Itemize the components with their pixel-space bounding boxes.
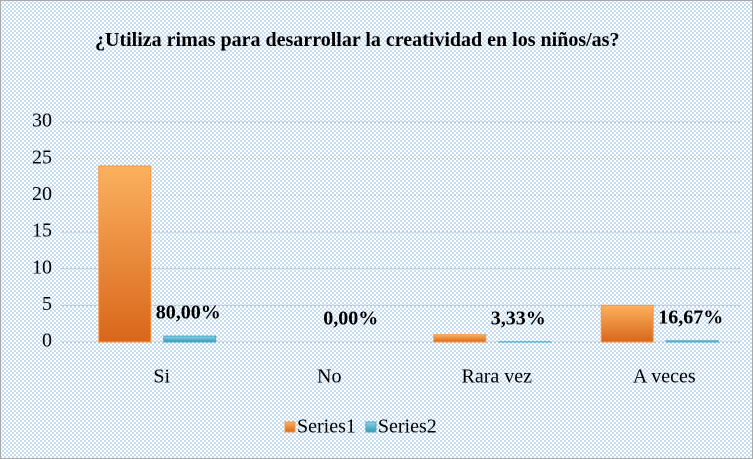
chart-title: ¿Utiliza rimas para desarrollar la creat… xyxy=(95,29,620,51)
legend-swatch xyxy=(365,421,377,433)
data-label: 0,00% xyxy=(323,308,378,330)
y-tick-label: 5 xyxy=(42,293,52,315)
bar xyxy=(163,335,217,343)
data-label: 16,67% xyxy=(658,306,723,328)
legend-swatch xyxy=(284,421,296,433)
data-label: 80,00% xyxy=(156,302,221,324)
bar xyxy=(600,304,654,343)
y-tick-label: 10 xyxy=(32,256,52,278)
y-tick-label: 0 xyxy=(42,330,52,352)
x-tick-label: No xyxy=(317,366,341,388)
y-tick-label: 30 xyxy=(32,110,52,132)
legend-label: Series1 xyxy=(297,416,356,438)
x-tick-label: A veces xyxy=(633,366,696,388)
y-tick-label: 25 xyxy=(32,146,52,168)
y-tick-label: 15 xyxy=(32,220,52,242)
bar xyxy=(433,334,487,343)
bar xyxy=(665,340,719,343)
x-tick-label: Si xyxy=(153,366,170,388)
x-tick-label: Rara vez xyxy=(461,366,532,388)
y-tick-label: 20 xyxy=(32,183,52,205)
bar xyxy=(98,165,152,343)
legend-label: Series2 xyxy=(378,416,437,438)
data-label: 3,33% xyxy=(491,307,546,329)
